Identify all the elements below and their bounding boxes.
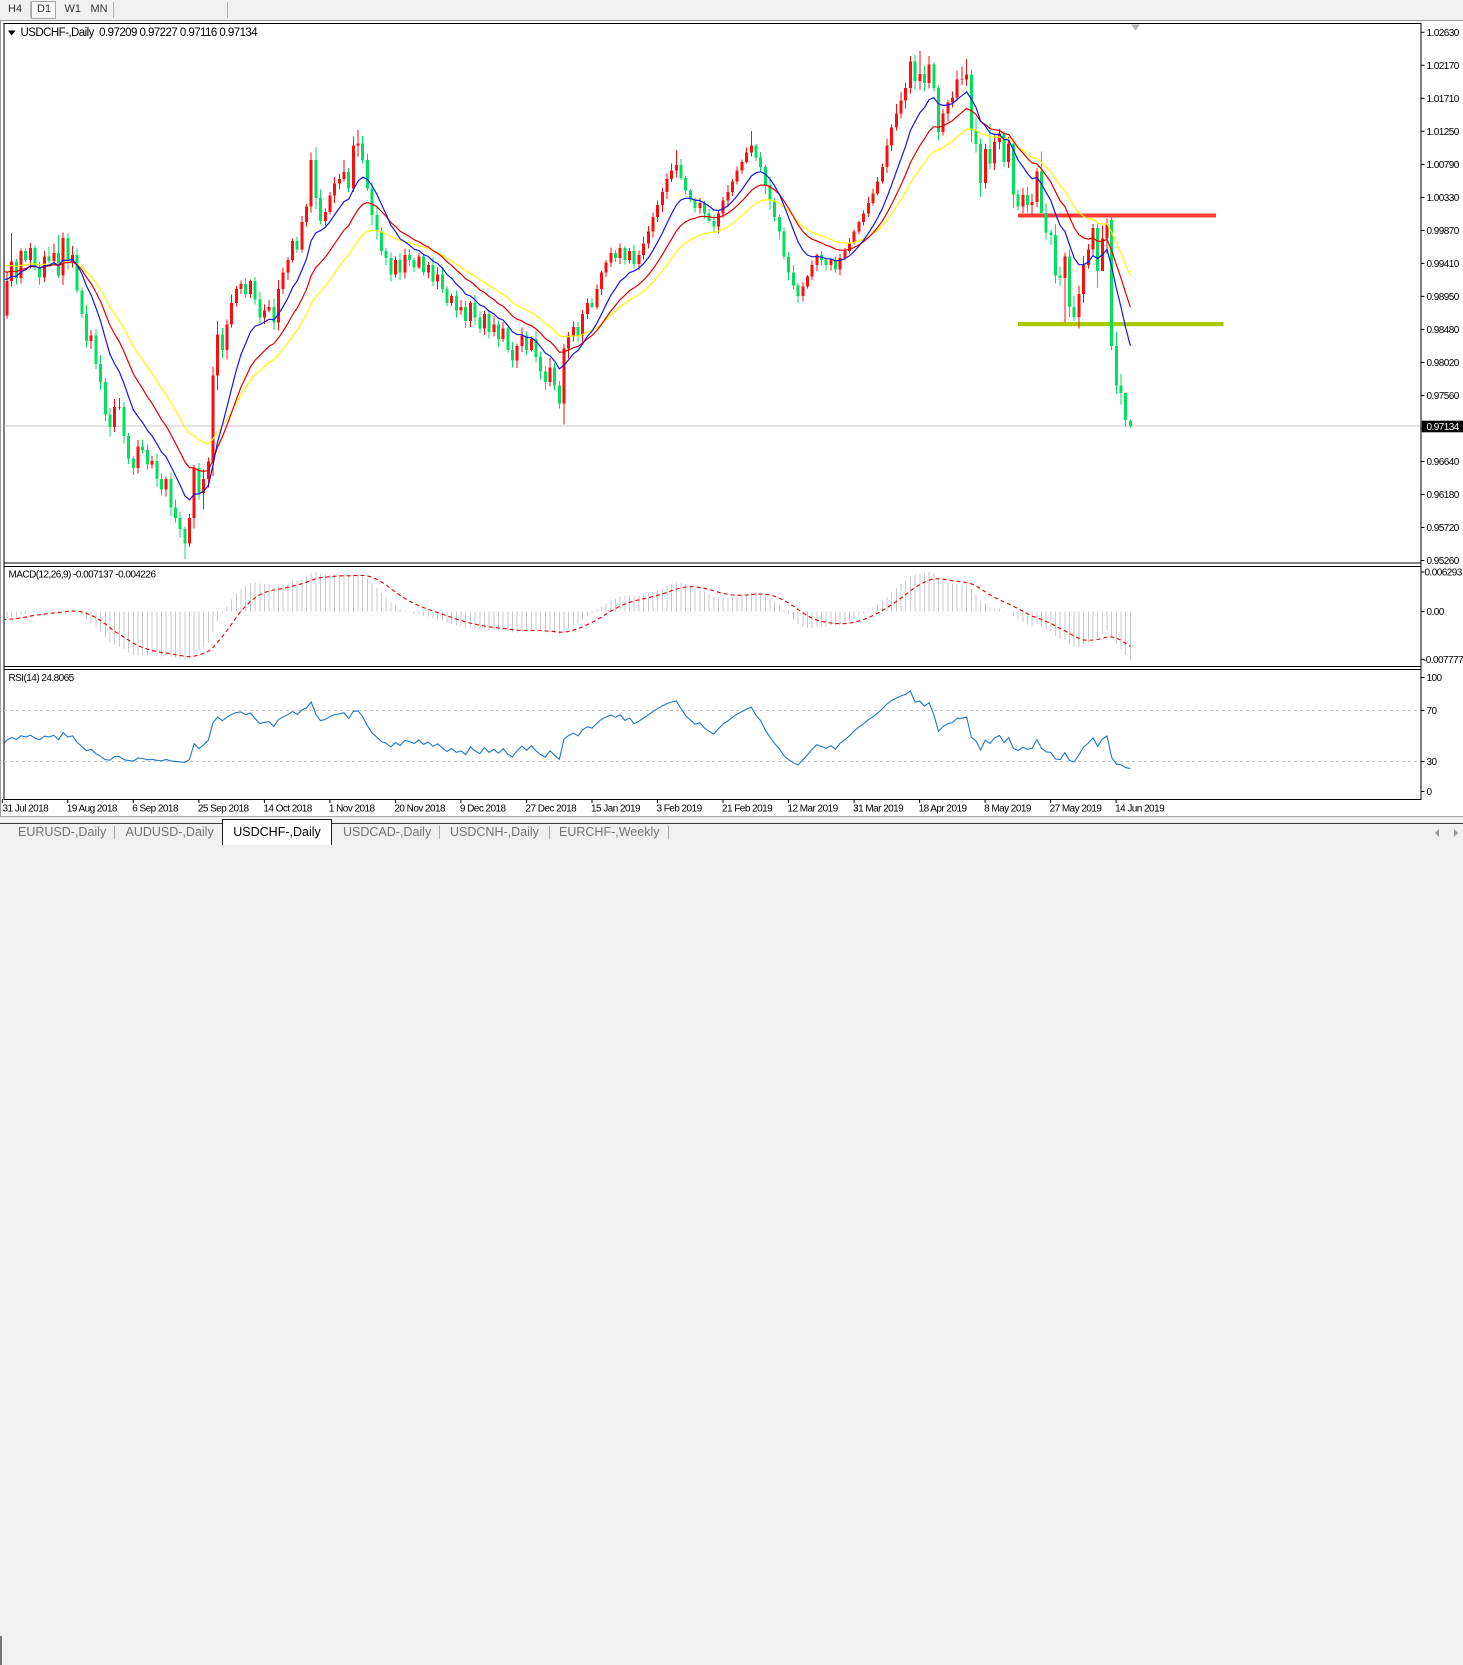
svg-text:14 Jun 2019: 14 Jun 2019	[1115, 804, 1165, 815]
svg-text:14 Oct 2018: 14 Oct 2018	[263, 804, 312, 815]
svg-text:0.006293: 0.006293	[1425, 568, 1463, 579]
svg-text:1 Nov 2018: 1 Nov 2018	[329, 804, 376, 815]
svg-text:0: 0	[1427, 787, 1433, 798]
svg-text:0.96640: 0.96640	[1427, 457, 1460, 468]
svg-text:27 May 2019: 27 May 2019	[1050, 804, 1103, 815]
svg-text:0.99870: 0.99870	[1427, 226, 1460, 237]
svg-text:20 Nov 2018: 20 Nov 2018	[394, 804, 446, 815]
svg-text:21 Feb 2019: 21 Feb 2019	[722, 804, 773, 815]
svg-text:1.01250: 1.01250	[1427, 127, 1460, 138]
svg-text:70: 70	[1427, 706, 1438, 717]
svg-text:0.99410: 0.99410	[1427, 259, 1460, 270]
svg-text:0.97560: 0.97560	[1427, 391, 1460, 402]
svg-text:USDCHF-,Daily 0.97209 0.97227: USDCHF-,Daily 0.97209 0.97227 0.97116 0.…	[21, 27, 259, 39]
svg-text:6 Sep 2018: 6 Sep 2018	[132, 804, 179, 815]
svg-text:19 Aug 2018: 19 Aug 2018	[67, 804, 118, 815]
svg-text:1.02170: 1.02170	[1427, 61, 1460, 72]
svg-text:0.95720: 0.95720	[1427, 523, 1460, 534]
svg-text:0.96180: 0.96180	[1427, 490, 1460, 501]
svg-text:1.00790: 1.00790	[1427, 160, 1460, 171]
svg-text:100: 100	[1427, 673, 1443, 684]
svg-text:25 Sep 2018: 25 Sep 2018	[198, 804, 250, 815]
svg-text:RSI(14) 24.8065: RSI(14) 24.8065	[9, 673, 75, 684]
svg-text:0.95260: 0.95260	[1427, 556, 1460, 567]
svg-text:27 Dec 2018: 27 Dec 2018	[526, 804, 578, 815]
svg-text:1.02630: 1.02630	[1427, 28, 1460, 39]
svg-text:1.01710: 1.01710	[1427, 94, 1460, 105]
svg-text:0.97134: 0.97134	[1427, 422, 1460, 433]
svg-text:3 Feb 2019: 3 Feb 2019	[657, 804, 703, 815]
svg-text:31 Jul 2018: 31 Jul 2018	[3, 804, 50, 815]
svg-text:30: 30	[1427, 757, 1438, 768]
svg-text:12 Mar 2019: 12 Mar 2019	[788, 804, 839, 815]
svg-text:8 May 2019: 8 May 2019	[984, 804, 1032, 815]
svg-text:15 Jan 2019: 15 Jan 2019	[591, 804, 641, 815]
svg-text:MACD(12,26,9) -0.007137 -0.004: MACD(12,26,9) -0.007137 -0.004226	[9, 570, 157, 581]
svg-text:0.00: 0.00	[1427, 607, 1445, 618]
svg-text:0.98480: 0.98480	[1427, 325, 1460, 336]
svg-text:9 Dec 2018: 9 Dec 2018	[460, 804, 507, 815]
svg-text:18 Apr 2019: 18 Apr 2019	[919, 804, 968, 815]
svg-text:0.98020: 0.98020	[1427, 358, 1460, 369]
svg-text:31 Mar 2019: 31 Mar 2019	[853, 804, 904, 815]
svg-text:0.98950: 0.98950	[1427, 292, 1460, 303]
svg-text:1.00330: 1.00330	[1427, 193, 1460, 204]
svg-text:-0.007777: -0.007777	[1423, 655, 1463, 666]
